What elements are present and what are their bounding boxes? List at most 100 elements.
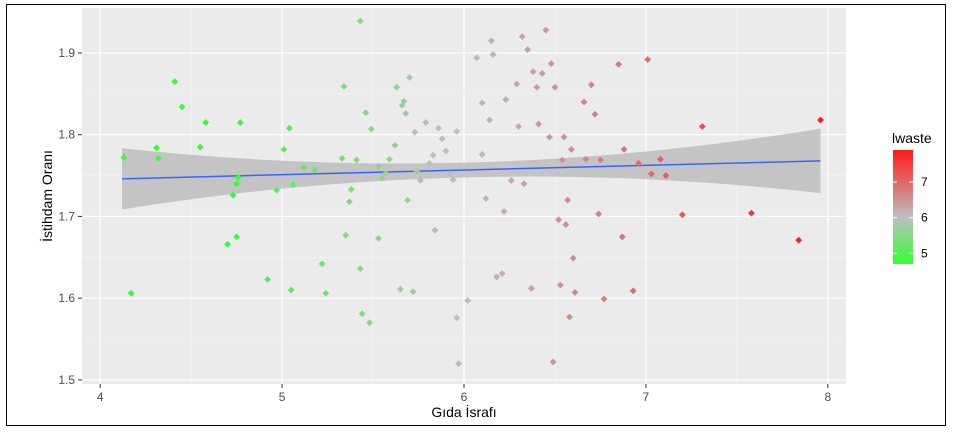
data-point <box>416 177 424 184</box>
legend-label: 6 <box>921 211 928 225</box>
data-point <box>551 83 559 91</box>
data-point <box>342 231 350 239</box>
data-point <box>273 186 281 194</box>
x-axis-title: Gıda İsrafı <box>431 403 496 420</box>
data-point <box>620 146 628 153</box>
data-point <box>644 56 652 63</box>
data-point <box>322 289 330 297</box>
data-points <box>120 17 824 367</box>
data-point <box>353 156 361 164</box>
data-point <box>502 96 510 103</box>
data-point <box>356 17 364 25</box>
data-point <box>564 196 572 204</box>
data-point <box>635 159 643 167</box>
data-point <box>618 233 626 241</box>
x-tick-label: 6 <box>461 390 468 404</box>
data-point <box>347 186 355 193</box>
data-point <box>478 99 486 107</box>
data-point <box>453 128 461 135</box>
data-point <box>582 155 590 163</box>
data-point <box>338 155 346 162</box>
legend-label: 5 <box>921 246 928 260</box>
major-gridlines <box>82 8 846 384</box>
data-point <box>429 151 437 159</box>
data-point <box>566 313 573 321</box>
data-point <box>558 156 566 164</box>
data-point <box>555 216 562 224</box>
data-point <box>748 209 755 217</box>
y-tick-label: 1.5 <box>58 373 75 387</box>
data-point <box>542 26 550 34</box>
data-point <box>318 260 326 268</box>
data-point <box>431 226 439 234</box>
data-point <box>486 116 493 124</box>
data-point <box>546 133 553 141</box>
data-point <box>597 156 604 164</box>
data-point <box>382 169 390 177</box>
data-point <box>538 69 546 77</box>
color-legend: lwaste 5 6 7 <box>892 130 932 264</box>
confidence-band-area <box>122 128 821 210</box>
data-point <box>489 51 497 58</box>
data-point <box>127 289 135 297</box>
data-point <box>406 74 413 81</box>
data-point <box>455 360 462 367</box>
data-point <box>569 254 577 262</box>
data-point <box>435 124 442 132</box>
y-axis-ticks: 1.5 1.6 1.7 1.8 1.9 <box>58 46 82 387</box>
data-point <box>442 147 450 155</box>
data-point <box>202 119 210 126</box>
data-point <box>311 166 319 174</box>
data-point <box>155 155 162 162</box>
data-point <box>473 54 481 62</box>
data-point <box>393 83 401 91</box>
confidence-band <box>122 128 821 210</box>
data-point <box>453 314 461 322</box>
data-point <box>520 180 528 188</box>
data-point <box>615 61 623 68</box>
data-point <box>426 159 433 167</box>
data-point <box>587 81 595 89</box>
data-point <box>396 285 404 293</box>
data-point <box>449 176 457 184</box>
data-point <box>507 177 515 184</box>
data-point <box>409 288 417 296</box>
x-tick-label: 7 <box>643 390 650 404</box>
data-point <box>400 97 408 105</box>
data-point <box>120 154 128 161</box>
data-point <box>629 287 637 295</box>
data-point <box>524 46 532 54</box>
data-point <box>529 68 537 76</box>
data-point <box>698 123 706 130</box>
data-point <box>285 124 293 132</box>
data-point <box>422 119 430 126</box>
x-tick-label: 4 <box>97 390 104 404</box>
data-point <box>340 83 348 90</box>
y-tick-label: 1.9 <box>58 46 75 60</box>
x-axis-ticks: 4 5 6 7 8 <box>97 384 831 404</box>
data-point <box>378 174 386 182</box>
data-point <box>229 191 237 199</box>
y-axis-title: İstihdam Oranı <box>38 150 55 242</box>
data-point <box>500 208 508 215</box>
y-tick-label: 1.8 <box>58 128 75 142</box>
data-point <box>571 289 579 296</box>
data-point <box>498 270 506 278</box>
x-tick-label: 8 <box>824 390 831 404</box>
data-point <box>236 119 244 126</box>
data-point <box>478 150 486 158</box>
data-point <box>493 273 501 281</box>
data-point <box>567 146 575 153</box>
data-point <box>287 286 295 294</box>
y-tick-label: 1.6 <box>58 291 75 305</box>
data-point <box>391 141 399 149</box>
data-point <box>518 33 526 41</box>
data-point <box>233 233 241 241</box>
data-point <box>289 181 297 188</box>
legend-label: 7 <box>921 175 928 189</box>
data-point <box>562 221 570 229</box>
data-point <box>367 125 375 133</box>
x-tick-label: 5 <box>279 390 286 404</box>
data-point <box>358 310 366 318</box>
